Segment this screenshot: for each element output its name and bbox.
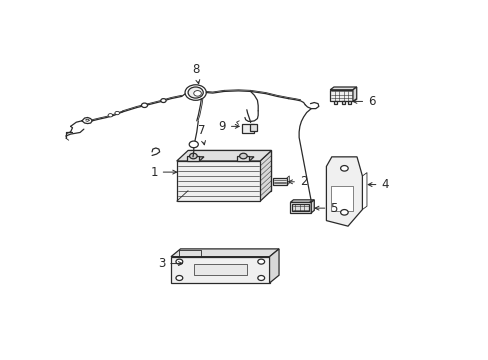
Text: 2: 2 — [288, 175, 307, 188]
Polygon shape — [237, 157, 253, 161]
Bar — [249, 125, 256, 131]
Polygon shape — [330, 185, 353, 211]
Bar — [290, 202, 311, 213]
Circle shape — [257, 275, 264, 280]
Polygon shape — [188, 150, 271, 191]
Circle shape — [257, 259, 264, 264]
Polygon shape — [237, 156, 249, 161]
Circle shape — [340, 210, 347, 215]
Polygon shape — [176, 150, 271, 161]
Circle shape — [141, 103, 147, 108]
Text: 1: 1 — [150, 166, 176, 179]
Circle shape — [188, 87, 203, 98]
Circle shape — [161, 99, 166, 103]
Bar — [333, 102, 336, 104]
Circle shape — [189, 153, 197, 159]
Polygon shape — [187, 156, 199, 161]
Circle shape — [189, 141, 198, 148]
Bar — [329, 90, 352, 102]
Text: 7: 7 — [197, 124, 205, 145]
Text: 4: 4 — [367, 178, 388, 191]
Bar — [347, 102, 351, 104]
Polygon shape — [352, 87, 356, 102]
Text: 3: 3 — [158, 257, 182, 270]
Bar — [272, 178, 286, 185]
Circle shape — [184, 85, 206, 100]
Circle shape — [176, 275, 183, 280]
Polygon shape — [269, 249, 279, 283]
Polygon shape — [176, 161, 260, 201]
Text: 6: 6 — [352, 95, 375, 108]
Circle shape — [193, 91, 201, 96]
Circle shape — [340, 166, 347, 171]
Polygon shape — [326, 157, 362, 226]
Circle shape — [239, 153, 247, 159]
Polygon shape — [290, 200, 314, 202]
Bar — [341, 102, 344, 104]
Polygon shape — [260, 150, 271, 201]
Circle shape — [108, 114, 112, 117]
Polygon shape — [171, 257, 269, 283]
Polygon shape — [187, 157, 203, 161]
Polygon shape — [171, 249, 279, 257]
Polygon shape — [311, 200, 314, 213]
Polygon shape — [329, 87, 356, 90]
Circle shape — [176, 259, 183, 264]
Bar — [292, 204, 309, 211]
Circle shape — [115, 111, 119, 115]
Bar — [193, 264, 246, 275]
Text: 9: 9 — [218, 120, 239, 133]
Bar — [242, 125, 254, 133]
Text: 5: 5 — [314, 202, 337, 215]
Text: 8: 8 — [192, 63, 200, 84]
